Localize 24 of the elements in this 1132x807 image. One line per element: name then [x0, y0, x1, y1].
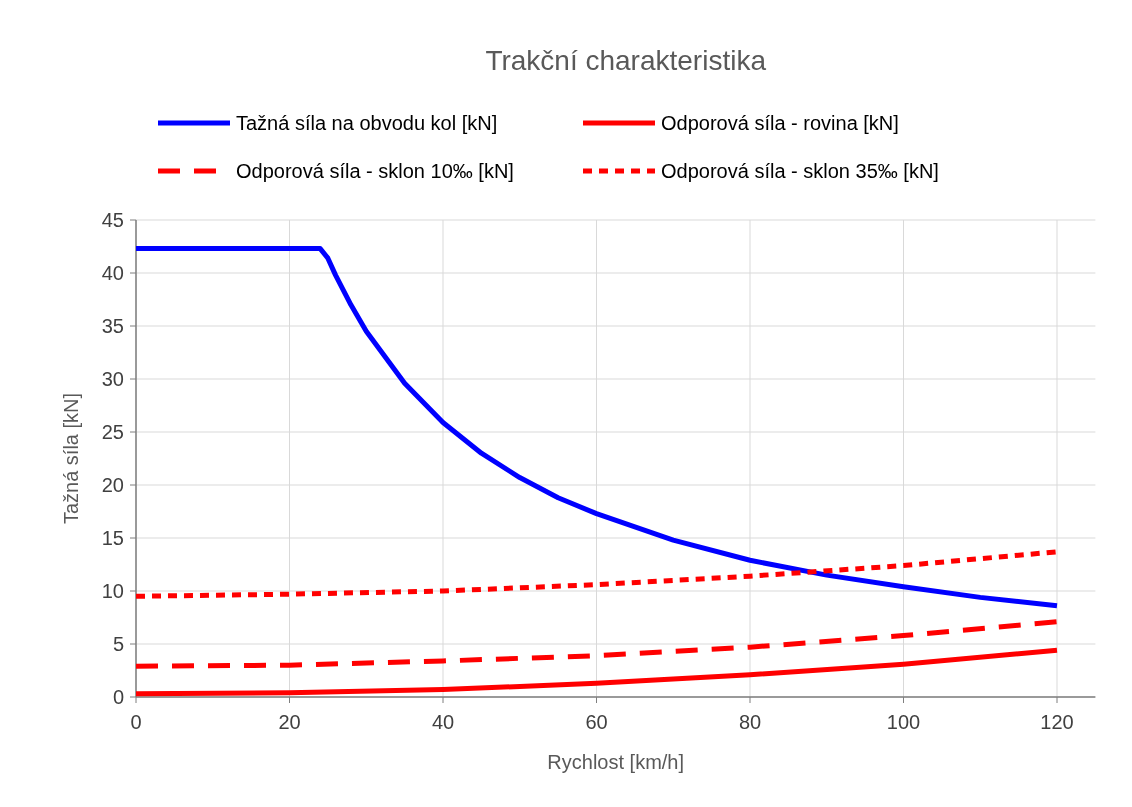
x-tick-label: 60 [585, 711, 608, 733]
y-tick-label: 15 [101, 527, 124, 549]
legend-label: Odporová síla - sklon 35‰ [kN] [661, 160, 939, 182]
y-tick-label: 35 [101, 315, 124, 337]
legend-label: Odporová síla - sklon 10‰ [kN] [236, 160, 514, 182]
y-axis-title: Tažná síla [kN] [60, 392, 82, 525]
y-tick-label: 20 [101, 474, 124, 496]
x-tick-label: 100 [886, 711, 921, 733]
legend-label: Tažná síla na obvodu kol [kN] [236, 112, 498, 134]
y-tick-label: 25 [101, 421, 124, 443]
y-tick-label: 5 [112, 633, 124, 655]
x-tick-label: 0 [130, 711, 142, 733]
y-tick-label: 0 [112, 686, 124, 708]
x-tick-label: 20 [278, 711, 301, 733]
y-tick-label: 10 [101, 580, 124, 602]
x-axis-title: Rychlost [km/h] [547, 751, 685, 773]
x-tick-label: 80 [738, 711, 762, 733]
x-tick-label: 40 [431, 711, 455, 733]
chart-title: Trakční charakteristika [485, 45, 767, 76]
y-tick-label: 40 [101, 262, 124, 284]
x-tick-label: 120 [1040, 711, 1074, 733]
y-tick-label: 45 [101, 209, 124, 231]
legend-label: Odporová síla - rovina [kN] [661, 112, 899, 134]
y-tick-label: 30 [101, 368, 124, 390]
